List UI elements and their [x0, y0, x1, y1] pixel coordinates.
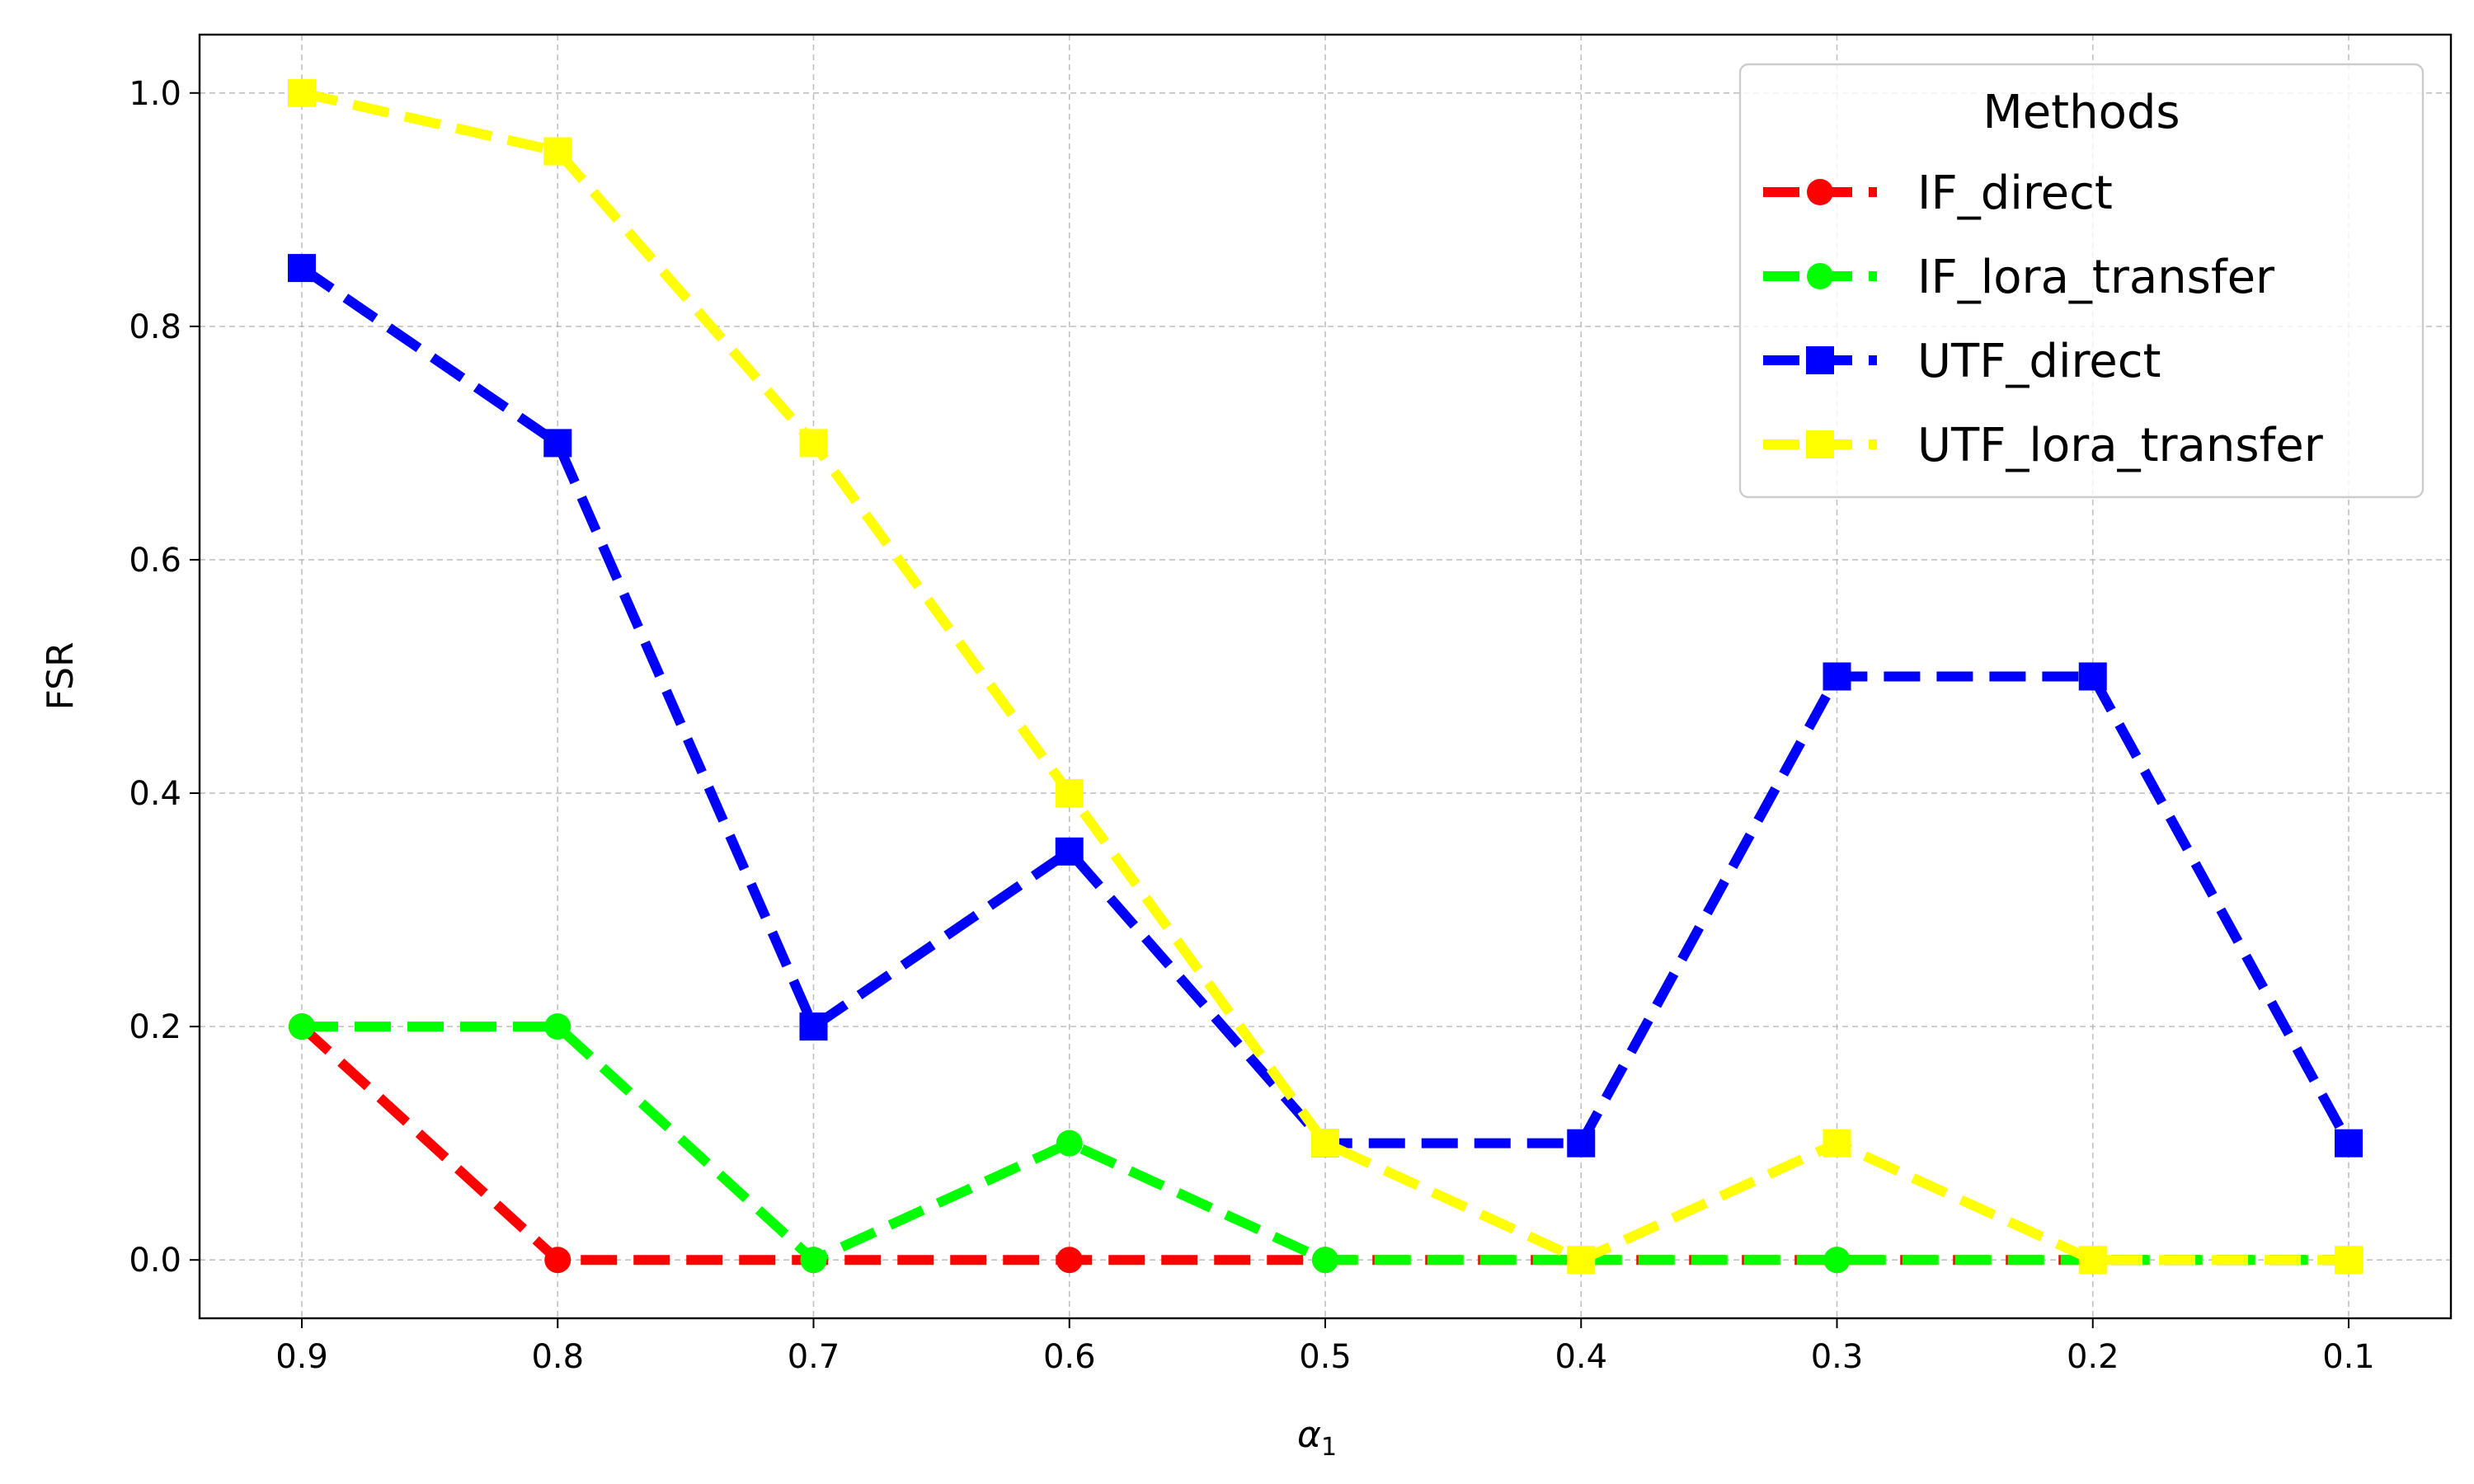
- y-tick-label: 1.0: [129, 75, 181, 113]
- x-axis-label-symbol: α: [1297, 1414, 1321, 1456]
- legend-item-IF_lora_transfer: IF_lora_transfer: [1763, 251, 2275, 304]
- x-tick-label: 0.7: [788, 1338, 840, 1376]
- legend-marker: [1807, 263, 1833, 289]
- y-axis-ticks: 0.0 0.2 0.4 0.6 0.8 1.0: [129, 75, 200, 1280]
- data-point: [1312, 1247, 1338, 1274]
- data-point: [543, 429, 572, 458]
- data-point: [1823, 662, 1851, 691]
- legend-item-UTF_direct: UTF_direct: [1763, 335, 2161, 388]
- x-axis-label-subscript: 1: [1321, 1433, 1337, 1462]
- data-point: [799, 1012, 828, 1041]
- data-point: [1567, 1129, 1596, 1158]
- data-point: [1823, 1129, 1851, 1158]
- x-tick-label: 0.5: [1299, 1338, 1352, 1376]
- data-point: [543, 137, 572, 166]
- legend-item-IF_direct: IF_direct: [1763, 167, 2113, 220]
- data-point: [800, 1247, 827, 1274]
- legend-label: IF_direct: [1917, 167, 2113, 220]
- x-tick-label: 0.9: [275, 1338, 328, 1376]
- legend-marker: [1806, 430, 1834, 458]
- data-point: [2335, 1246, 2363, 1275]
- legend-title: Methods: [1982, 86, 2180, 139]
- data-point: [289, 1013, 315, 1040]
- data-point: [1056, 1129, 1083, 1157]
- plot-frame: [198, 33, 2453, 1320]
- x-tick-label: 0.8: [531, 1338, 584, 1376]
- data-point: [288, 78, 316, 107]
- data-point: [1823, 1247, 1851, 1274]
- x-axis-label: α1: [1297, 1414, 1337, 1462]
- x-tick-label: 0.1: [2322, 1338, 2375, 1376]
- legend-marker: [1807, 179, 1833, 205]
- legend: Methods IF_direct IF_lora_transfer UTF_dir…: [1738, 63, 2425, 499]
- data-point: [544, 1247, 571, 1274]
- y-tick-label: 0.2: [129, 1008, 181, 1046]
- data-point: [1567, 1246, 1596, 1275]
- x-tick-label: 0.6: [1043, 1338, 1096, 1376]
- legend-item-UTF_lora_transfer: UTF_lora_transfer: [1763, 419, 2324, 472]
- y-axis-label: FSR: [40, 641, 82, 710]
- legend-marker: [1806, 346, 1834, 374]
- data-point: [288, 254, 316, 283]
- data-point: [1311, 1129, 1339, 1158]
- series-line: [300, 87, 2349, 1266]
- legend-label: UTF_direct: [1917, 335, 2161, 388]
- data-point: [544, 1013, 571, 1040]
- y-tick-label: 0.4: [129, 775, 181, 813]
- legend-label: UTF_lora_transfer: [1917, 419, 2324, 472]
- data-point: [1055, 837, 1084, 866]
- x-tick-label: 0.2: [2067, 1338, 2119, 1376]
- x-tick-label: 0.4: [1554, 1338, 1607, 1376]
- y-tick-label: 0.6: [129, 542, 181, 580]
- data-point: [1055, 779, 1084, 808]
- data-point: [2078, 1246, 2107, 1275]
- y-tick-label: 0.0: [129, 1242, 181, 1280]
- series-lines: [288, 78, 2363, 1275]
- legend-box: [1738, 63, 2425, 499]
- legend-label: IF_lora_transfer: [1917, 251, 2275, 304]
- x-tick-label: 0.3: [1811, 1338, 1864, 1376]
- y-tick-label: 0.8: [129, 308, 181, 346]
- data-point: [2335, 1129, 2363, 1158]
- data-point: [799, 429, 828, 458]
- data-point: [1056, 1247, 1083, 1274]
- x-axis-ticks: 0.9 0.8 0.7 0.6 0.5 0.4 0.3 0.2 0.1: [275, 1318, 2375, 1376]
- data-point: [2078, 662, 2107, 691]
- series-UTF_lora_transfer: [288, 78, 2363, 1275]
